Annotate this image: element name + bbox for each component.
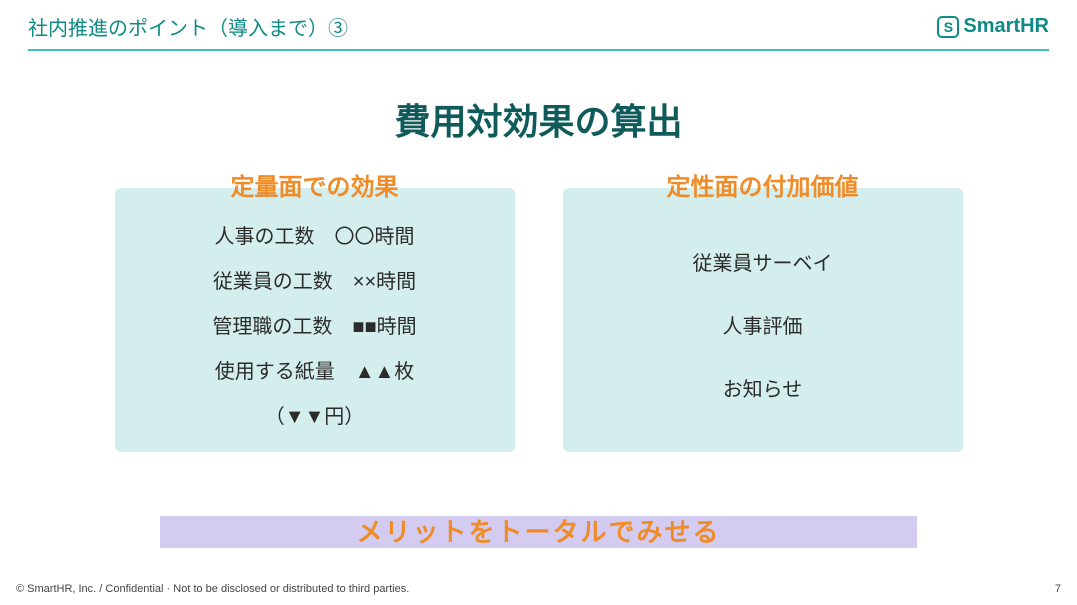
right-panel-wrap: 定性面の付加価値 従業員サーベイ 人事評価 お知らせ: [563, 167, 963, 452]
page-number: 7: [1055, 583, 1061, 595]
footer: © SmartHR, Inc. / Confidential · Not to …: [16, 583, 1061, 595]
left-panel-wrap: 定量面での効果 人事の工数 〇〇時間 従業員の工数 ××時間 管理職の工数 ■■…: [115, 167, 515, 452]
left-line-4: （▼▼円）: [265, 400, 365, 429]
footer-copyright: © SmartHR, Inc. / Confidential · Not to …: [16, 583, 409, 595]
right-panel: 従業員サーベイ 人事評価 お知らせ: [563, 188, 963, 452]
brand-text: SmartHR: [963, 15, 1049, 38]
header-title: 社内推進のポイント（導入まで）③: [28, 12, 348, 41]
panels-container: 定量面での効果 人事の工数 〇〇時間 従業員の工数 ××時間 管理職の工数 ■■…: [0, 167, 1077, 452]
left-line-0: 人事の工数 〇〇時間: [215, 220, 415, 249]
left-line-2: 管理職の工数 ■■時間: [212, 310, 416, 339]
brand-logo: S SmartHR: [937, 15, 1049, 38]
left-line-3: 使用する紙量 ▲▲枚: [215, 355, 415, 384]
right-line-1: 人事評価: [723, 310, 803, 339]
right-line-2: お知らせ: [723, 373, 803, 402]
main-title: 費用対効果の算出: [0, 93, 1077, 145]
left-panel: 人事の工数 〇〇時間 従業員の工数 ××時間 管理職の工数 ■■時間 使用する紙…: [115, 188, 515, 452]
left-line-1: 従業員の工数 ××時間: [213, 265, 416, 294]
bottom-summary-text: メリットをトータルでみせる: [0, 512, 1077, 549]
header-bar: 社内推進のポイント（導入まで）③ S SmartHR: [0, 0, 1077, 49]
brand-icon: S: [937, 16, 959, 38]
right-panel-heading: 定性面の付加価値: [667, 167, 859, 202]
left-panel-heading: 定量面での効果: [231, 167, 399, 202]
header-underline: [28, 49, 1049, 51]
right-line-0: 従業員サーベイ: [693, 247, 833, 276]
